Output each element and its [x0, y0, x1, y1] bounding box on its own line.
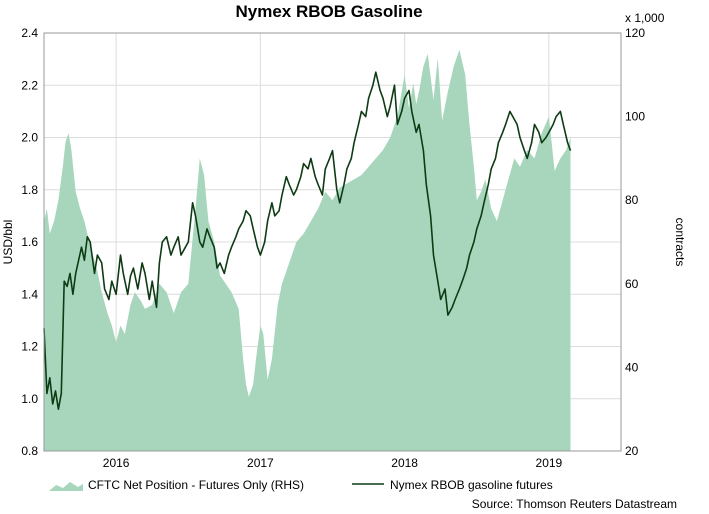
- left-tick-label: 0.8: [21, 444, 38, 458]
- left-tick-label: 1.4: [21, 287, 38, 301]
- right-axis-label: contracts: [673, 218, 687, 267]
- right-tick-label: 80: [625, 193, 639, 207]
- gasoline-futures-line-layer: [43, 71, 572, 411]
- x-tick-label: 2019: [536, 456, 563, 470]
- legend-label-net-position: CFTC Net Position - Futures Only (RHS): [88, 478, 304, 492]
- left-axis-ticks: 0.8 1.0 1.2 1.4 1.6 1.8 2.0 2.2 2.4: [21, 26, 38, 458]
- x-axis-ticks: 2016 2017 2018 2019: [103, 456, 563, 470]
- right-axis-ticks: 20 40 60 80 100 120: [625, 26, 645, 458]
- chart-title: Nymex RBOB Gasoline: [235, 2, 422, 21]
- left-tick-label: 1.8: [21, 183, 38, 197]
- legend-area-swatch: [49, 482, 83, 491]
- x-tick-label: 2017: [247, 456, 274, 470]
- net-position-area-layer: [44, 49, 571, 451]
- left-tick-label: 1.0: [21, 392, 38, 406]
- left-tick-label: 2.0: [21, 131, 38, 145]
- right-tick-label: 40: [625, 360, 639, 374]
- left-tick-label: 2.2: [21, 78, 38, 92]
- right-tick-label: 20: [625, 444, 639, 458]
- left-tick-label: 1.6: [21, 235, 38, 249]
- x-tick-label: 2018: [391, 456, 418, 470]
- legend: CFTC Net Position - Futures Only (RHS) N…: [49, 478, 553, 492]
- left-axis-label: USD/bbl: [1, 220, 15, 265]
- legend-label-gasoline-futures: Nymex RBOB gasoline futures: [390, 478, 553, 492]
- right-scale-note: x 1,000: [625, 11, 665, 25]
- source-note: Source: Thomson Reuters Datastream: [472, 497, 677, 511]
- right-tick-label: 100: [625, 110, 645, 124]
- right-tick-label: 60: [625, 277, 639, 291]
- plot-frame: [43, 32, 622, 452]
- gasoline-futures-line: [43, 71, 572, 411]
- left-tick-label: 1.2: [21, 340, 38, 354]
- right-tick-label: 120: [625, 26, 645, 40]
- x-tick-label: 2016: [103, 456, 130, 470]
- net-position-area: [44, 49, 571, 451]
- left-tick-label: 2.4: [21, 26, 38, 40]
